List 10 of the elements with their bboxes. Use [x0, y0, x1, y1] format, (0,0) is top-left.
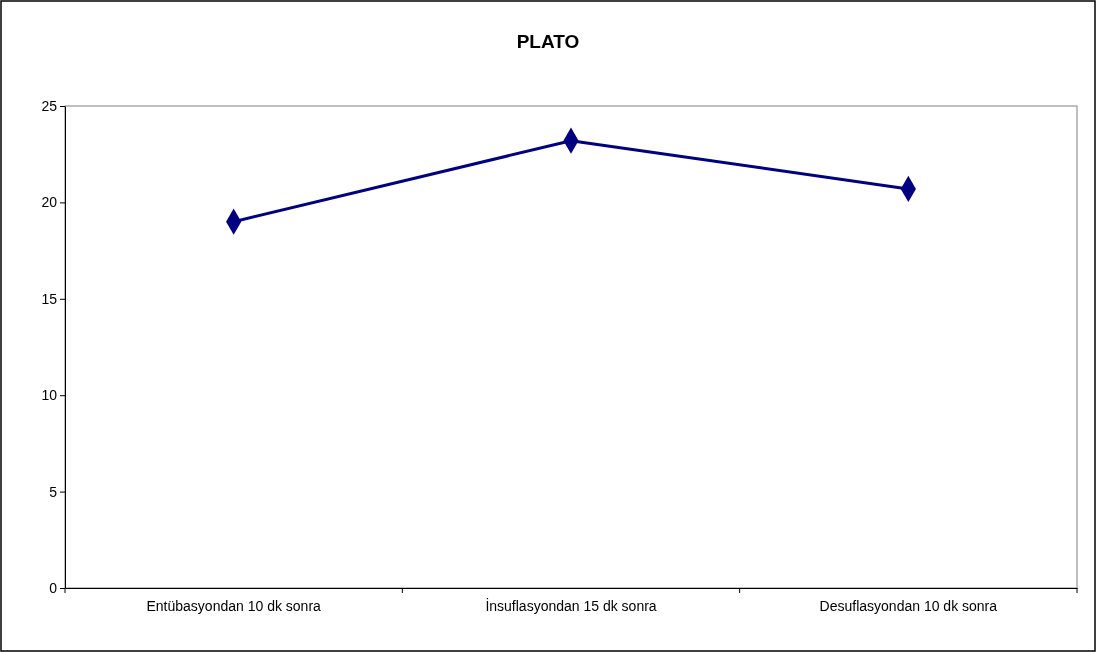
y-tick-label: 15 [41, 290, 58, 307]
x-tick-label: Entübasyondan 10 dk sonra [146, 597, 322, 614]
x-tick-label: İnsuflasyondan 15 dk sonra [485, 596, 657, 614]
y-tick-label: 10 [41, 387, 58, 404]
y-tick-label: 0 [49, 579, 58, 596]
x-tick-label: Desuflasyondan 10 dk sonra [819, 597, 998, 614]
y-tick-label: 5 [49, 483, 58, 500]
y-tick-label: 20 [41, 194, 58, 211]
y-tick-label: 25 [41, 97, 58, 114]
chart-title: PLATO [516, 31, 580, 52]
